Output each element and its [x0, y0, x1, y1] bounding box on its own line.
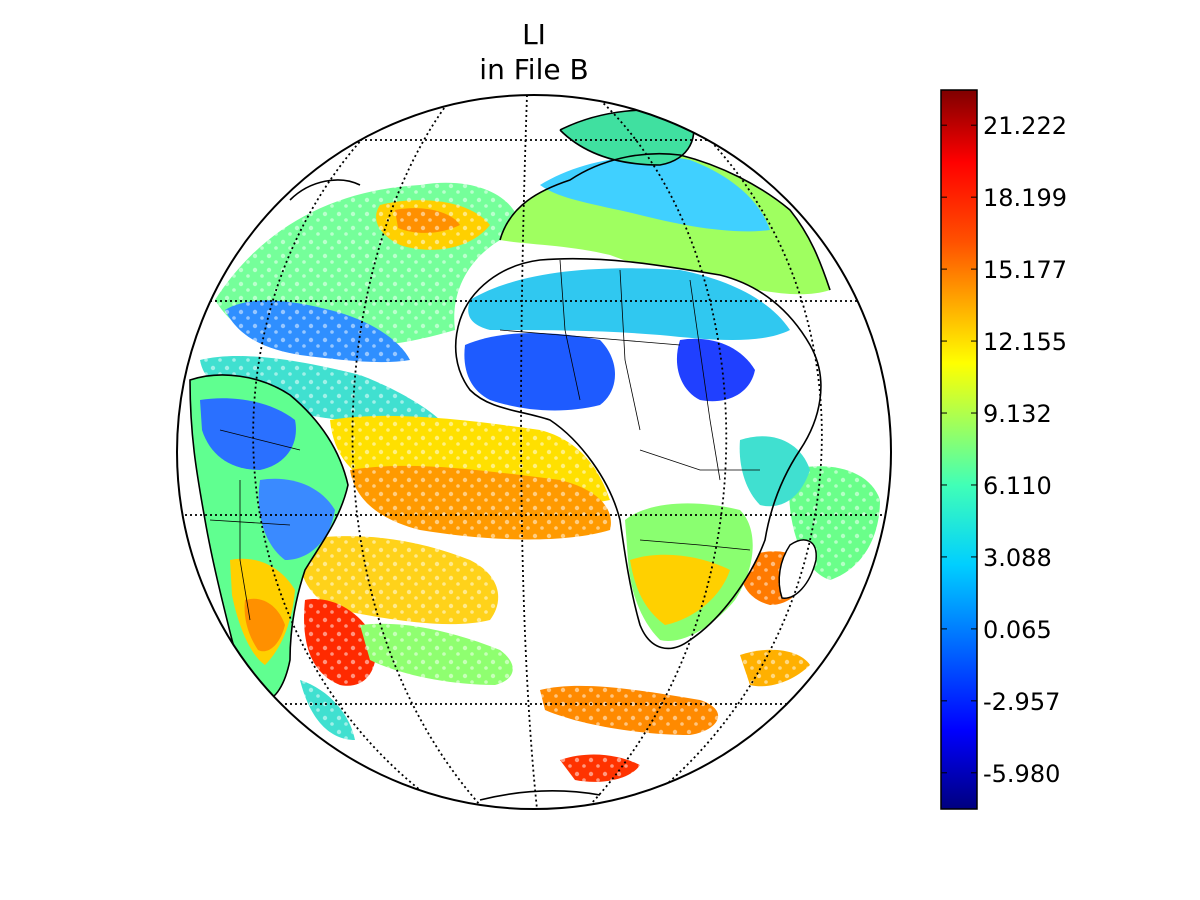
globe-outline — [176, 94, 892, 810]
field-south-america-orange — [244, 598, 285, 652]
data-field — [177, 95, 891, 809]
border-line — [639, 449, 760, 471]
colorbar-tick-label: 18.199 — [983, 184, 1067, 212]
meridian-line — [589, 99, 728, 806]
coastline-europe — [499, 152, 831, 291]
colorbar-tick-label: 3.088 — [983, 544, 1052, 572]
coastline-greenland — [289, 179, 361, 201]
colorbar-tick-label: 15.177 — [983, 256, 1067, 284]
colorbar-tick-label: 9.132 — [983, 400, 1052, 428]
colorbar-ticks: 21.222 18.199 15.177 12.155 9.132 6.110 3.088 0… — [941, 112, 1067, 788]
field-brazil-blue — [258, 478, 335, 560]
colorbar-gradient — [941, 90, 977, 809]
coastlines — [189, 109, 831, 801]
colorbar-frame — [940, 89, 978, 810]
meridian-line — [252, 119, 421, 791]
colorbar-tick-label: 12.155 — [983, 328, 1067, 356]
coastline-south-america — [189, 374, 349, 701]
border-line — [559, 259, 581, 401]
colorbar-tick-label: 21.222 — [983, 112, 1067, 140]
meridian-line — [520, 95, 538, 809]
coastline-scandinavia — [559, 109, 695, 166]
coastline-antarctica — [479, 790, 601, 801]
field-east-africa-cyan — [739, 436, 810, 507]
land-scandinavia-green — [560, 110, 694, 165]
colorbar-tick-label: 6.110 — [983, 472, 1052, 500]
field-sahara-cyan — [468, 268, 790, 340]
border-line — [499, 329, 681, 346]
colorbar: 21.222 18.199 15.177 12.155 9.132 6.110 3.088 0… — [940, 89, 1067, 810]
colorbar-tick-label: 0.065 — [983, 616, 1052, 644]
land-europe-cyan — [540, 156, 770, 232]
map-subtitle: in File B — [479, 53, 588, 86]
field-west-africa-blue — [464, 333, 615, 411]
colorbar-tick-label: -2.957 — [983, 688, 1060, 716]
border-line — [219, 429, 301, 451]
border-line — [689, 279, 721, 481]
field-amazon-blue — [200, 398, 296, 470]
country-borders — [209, 259, 760, 621]
border-line — [619, 269, 641, 431]
colorbar-tick-label: -5.980 — [983, 760, 1060, 788]
map-title: LI — [522, 18, 546, 51]
field-southern-africa-yellow — [630, 554, 730, 625]
border-line — [639, 539, 751, 551]
meridian-line — [351, 99, 481, 806]
globe — [176, 94, 892, 810]
field-central-africa-blue — [676, 338, 755, 402]
border-line — [209, 519, 291, 526]
border-line — [239, 480, 251, 621]
meridian-line — [659, 119, 823, 791]
coastline-africa — [454, 257, 822, 650]
